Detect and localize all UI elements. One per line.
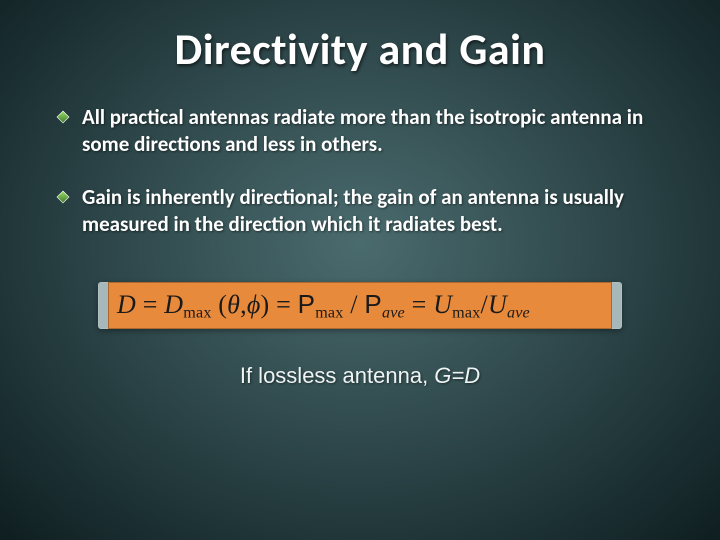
bullet-item: All practical antennas radiate more than… bbox=[56, 104, 664, 158]
equation-inner: D = Dmax (θ,ϕ) = Pmax / Pave = Umax/Uave bbox=[108, 282, 612, 330]
bullet-text: Gain is inherently directional; the gain… bbox=[82, 184, 664, 238]
equation-caption: If lossless antenna, G=D bbox=[56, 363, 664, 389]
slide-title: Directivity and Gain bbox=[0, 0, 720, 76]
bullet-item: Gain is inherently directional; the gain… bbox=[56, 184, 664, 238]
bullet-text: All practical antennas radiate more than… bbox=[82, 104, 664, 158]
diamond-bullet-icon bbox=[56, 190, 70, 204]
caption-prefix: If lossless antenna, bbox=[240, 363, 434, 388]
equation-box: D = Dmax (θ,ϕ) = Pmax / Pave = Umax/Uave bbox=[98, 282, 622, 330]
equation-text: D = Dmax (θ,ϕ) = Pmax / Pave = Umax/Uave bbox=[117, 290, 530, 319]
caption-em: G=D bbox=[434, 363, 480, 388]
diamond-bullet-icon bbox=[56, 110, 70, 124]
slide-body: All practical antennas radiate more than… bbox=[0, 76, 720, 389]
